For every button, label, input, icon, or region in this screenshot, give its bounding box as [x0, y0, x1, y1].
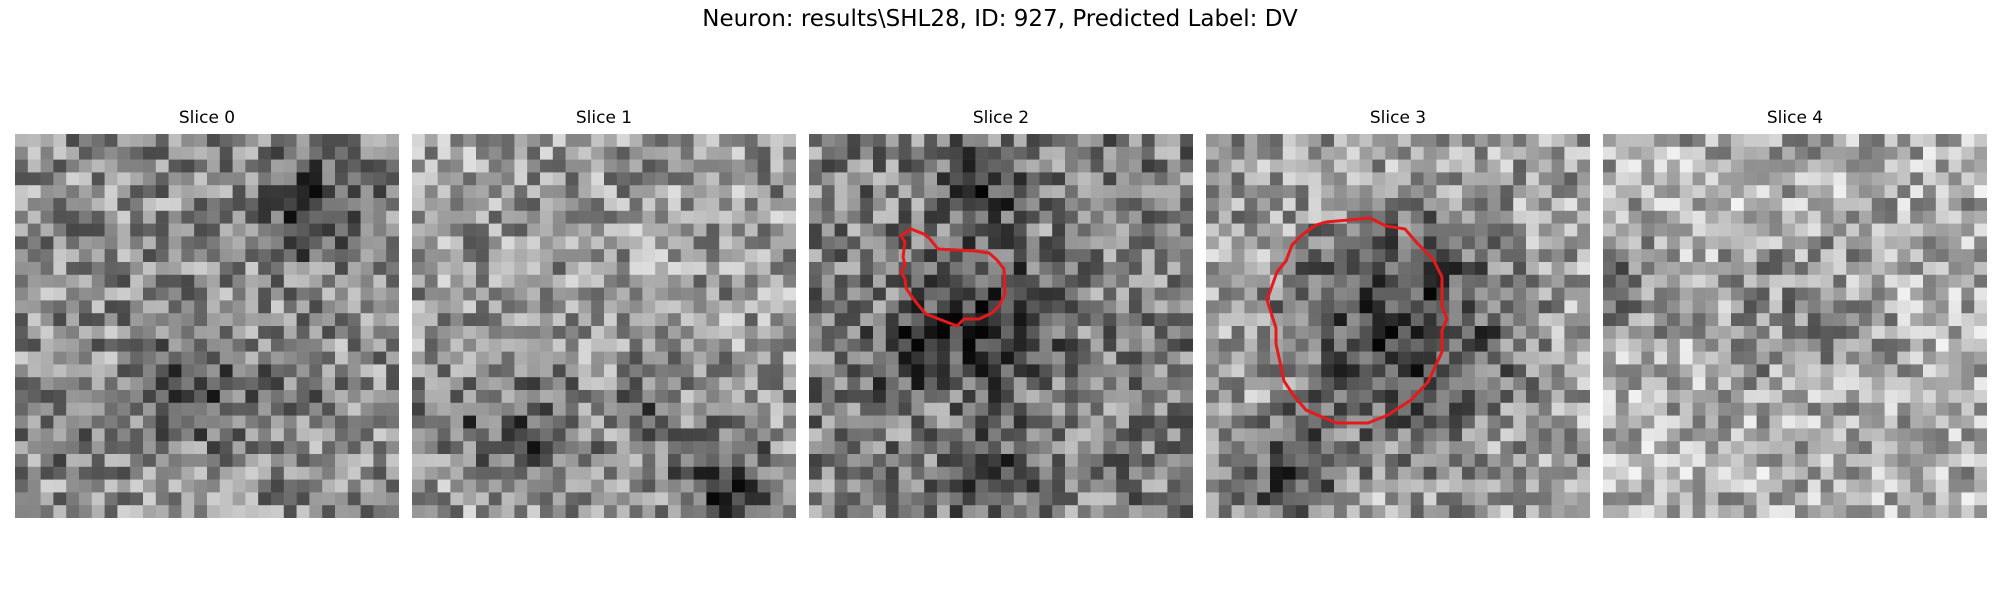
- slice-image-3: [1206, 134, 1590, 518]
- slice-image-2: [809, 134, 1193, 518]
- pixel-grid-2: [809, 134, 1193, 518]
- neuron-contour-2: [899, 227, 1007, 328]
- slice-image-svg-0: [15, 134, 399, 518]
- slice-title-1: Slice 1: [575, 108, 633, 128]
- slice-image-svg-1: [412, 134, 796, 518]
- slice-image-1: [412, 134, 796, 518]
- slice-image-svg-4: [1603, 134, 1987, 518]
- slice-title-0: Slice 0: [178, 108, 236, 128]
- pixel-grid-0: [15, 134, 399, 518]
- slice-image-svg-3: [1206, 134, 1590, 518]
- slice-image-svg-2: [809, 134, 1193, 518]
- pixel-grid-1: [412, 134, 796, 518]
- slice-title-3: Slice 3: [1369, 108, 1427, 128]
- pixel-grid-3: [1206, 134, 1590, 518]
- figure-title: Neuron: results\SHL28, ID: 927, Predicte…: [702, 6, 1298, 32]
- pixel-grid-4: [1603, 134, 1987, 518]
- slice-title-4: Slice 4: [1766, 108, 1824, 128]
- neuron-contour-3: [1265, 216, 1449, 425]
- slice-image-0: [15, 134, 399, 518]
- slice-title-2: Slice 2: [972, 108, 1030, 128]
- slice-image-4: [1603, 134, 1987, 518]
